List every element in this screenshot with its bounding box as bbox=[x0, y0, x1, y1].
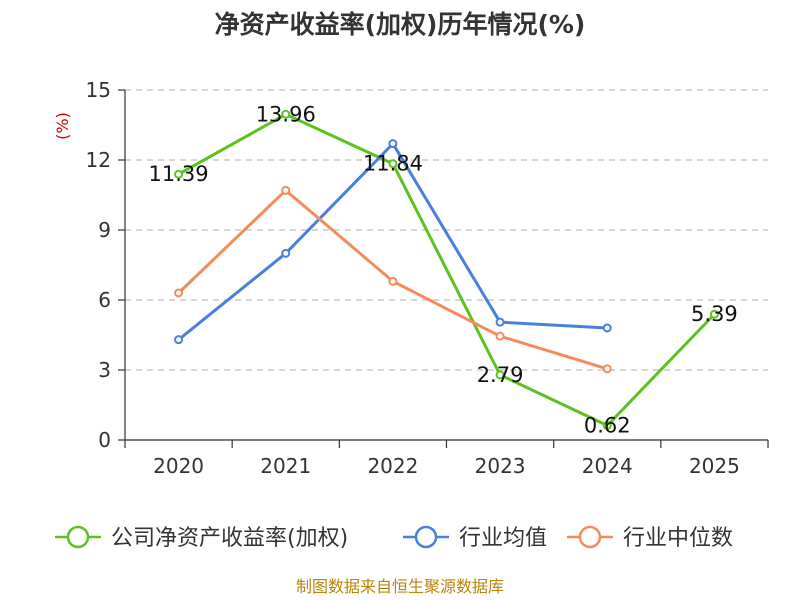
series-layer bbox=[174, 109, 719, 431]
data-point[interactable] bbox=[174, 335, 184, 345]
data-label: 11.39 bbox=[149, 162, 209, 186]
data-point[interactable] bbox=[281, 248, 291, 258]
data-label: 13.96 bbox=[256, 102, 316, 126]
x-tick-label: 2025 bbox=[689, 454, 740, 478]
legend-marker bbox=[578, 525, 602, 549]
data-point[interactable] bbox=[281, 109, 291, 119]
x-tick-label: 2020 bbox=[153, 454, 204, 478]
legend-item-0[interactable]: 公司净资产收益率(加权) bbox=[55, 525, 348, 551]
data-point[interactable] bbox=[388, 139, 398, 149]
data-point[interactable] bbox=[602, 364, 612, 374]
legend-item-1[interactable]: 行业均值 bbox=[403, 525, 547, 551]
x-tick-label: 2022 bbox=[367, 454, 418, 478]
y-tick-label: 6 bbox=[98, 288, 111, 312]
legend-label: 行业均值 bbox=[459, 526, 547, 551]
data-point[interactable] bbox=[388, 276, 398, 286]
x-tick-label: 2024 bbox=[582, 454, 633, 478]
data-label: 0.62 bbox=[584, 414, 631, 438]
data-label: 11.84 bbox=[363, 152, 423, 176]
legend-item-2[interactable]: 行业中位数 bbox=[567, 525, 733, 551]
x-tick-label: 2021 bbox=[260, 454, 311, 478]
data-point[interactable] bbox=[602, 323, 612, 333]
legend-marker bbox=[66, 525, 90, 549]
source-note: 制图数据来自恒生聚源数据库 bbox=[296, 577, 504, 596]
data-point[interactable] bbox=[709, 309, 719, 319]
legend-marker bbox=[414, 525, 438, 549]
data-label: 2.79 bbox=[477, 363, 524, 387]
data-point[interactable] bbox=[281, 185, 291, 195]
chart-title: 净资产收益率(加权)历年情况(%) bbox=[215, 10, 586, 39]
data-point[interactable] bbox=[388, 159, 398, 169]
gridlines bbox=[125, 89, 768, 371]
y-tick-label: 9 bbox=[98, 218, 111, 242]
x-tick-label: 2023 bbox=[475, 454, 526, 478]
y-tick-label: 12 bbox=[86, 148, 111, 172]
legend-label: 行业中位数 bbox=[623, 526, 733, 551]
data-point[interactable] bbox=[174, 288, 184, 298]
axes: 0 3 6 9 12 15 2020 2021 2022 2023 2024 2025 bbox=[86, 78, 769, 478]
legend-label: 公司净资产收益率(加权) bbox=[111, 526, 348, 551]
data-point[interactable] bbox=[495, 331, 505, 341]
data-point[interactable] bbox=[495, 317, 505, 327]
y-tick-label: 3 bbox=[98, 358, 111, 382]
series-line-0 bbox=[177, 112, 716, 428]
data-point[interactable] bbox=[174, 169, 184, 179]
y-tick-label: 0 bbox=[98, 428, 111, 452]
data-point[interactable] bbox=[495, 370, 505, 380]
data-label: 5.39 bbox=[691, 302, 738, 326]
data-labels: 11.39 13.96 11.84 2.79 0.62 5.39 bbox=[149, 102, 738, 437]
legend[interactable]: 公司净资产收益率(加权) 行业均值 行业中位数 bbox=[55, 525, 733, 551]
y-tick-label: 15 bbox=[86, 78, 111, 102]
y-axis-label: (%) bbox=[53, 112, 72, 140]
data-point[interactable] bbox=[602, 421, 612, 431]
